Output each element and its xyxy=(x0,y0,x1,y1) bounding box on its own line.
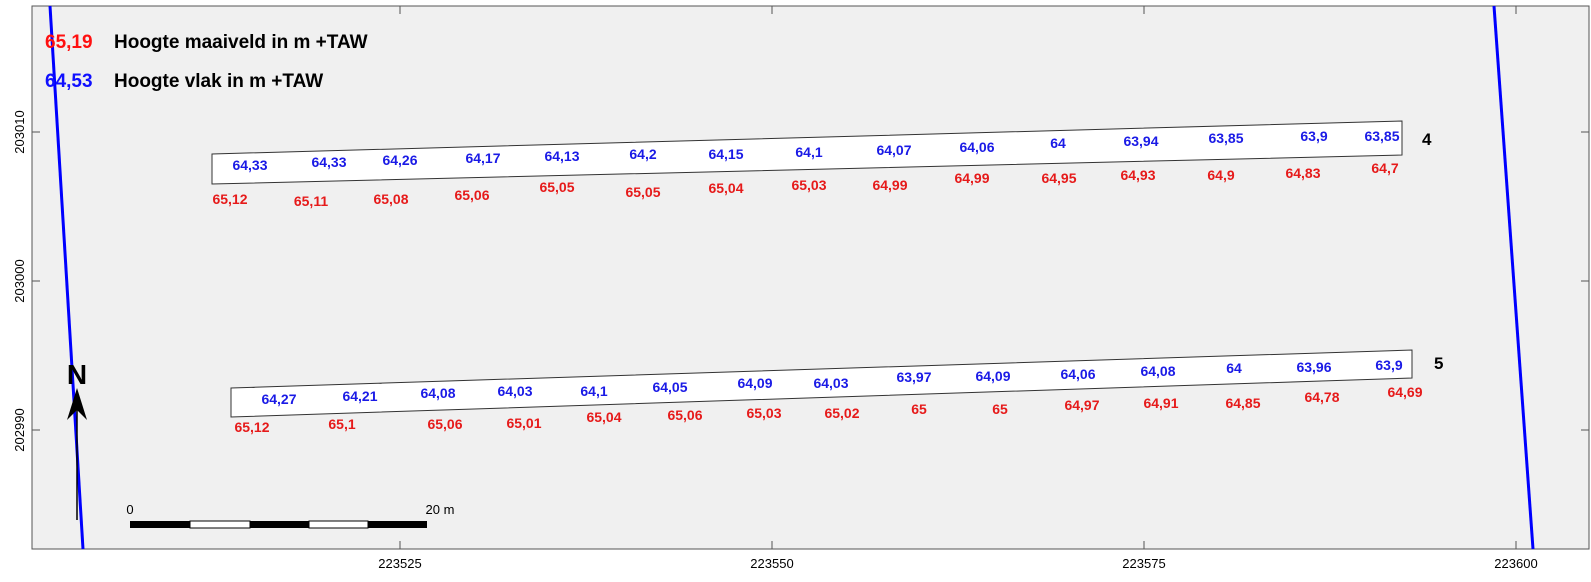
maaiveld-height-label: 64,99 xyxy=(954,170,989,186)
x-tick-label: 223600 xyxy=(1494,556,1537,571)
parcel-boundary-right xyxy=(1492,5,1535,550)
maaiveld-height-label: 64,85 xyxy=(1225,395,1260,411)
vlak-height-label: 64,27 xyxy=(261,391,296,407)
x-tick-label: 223550 xyxy=(750,556,793,571)
vlak-height-label: 63,9 xyxy=(1300,128,1327,144)
maaiveld-height-label: 64,99 xyxy=(872,177,907,193)
maaiveld-height-label: 65,03 xyxy=(746,405,781,421)
vlak-height-label: 64,08 xyxy=(1140,363,1175,379)
vlak-height-label: 64,1 xyxy=(795,144,822,160)
trench-outline-4 xyxy=(211,120,1403,185)
trench-id-5: 5 xyxy=(1434,354,1443,373)
vlak-height-label: 64,07 xyxy=(876,142,911,158)
vlak-height-label: 64,15 xyxy=(708,146,743,162)
maaiveld-height-label: 64,93 xyxy=(1120,167,1155,183)
maaiveld-height-label: 65,12 xyxy=(234,419,269,435)
elevation-labels: 64,33 64,33 64,26 64,17 64,13 64,2 64,15 64,1 64… xyxy=(212,128,1422,435)
vlak-height-label: 64,13 xyxy=(544,148,579,164)
vlak-height-label: 63,97 xyxy=(896,369,931,385)
maaiveld-height-label: 64,78 xyxy=(1304,389,1339,405)
y-tick-label: 203000 xyxy=(12,259,27,302)
vlak-height-label: 64,26 xyxy=(382,152,417,168)
y-tick-label: 203010 xyxy=(12,110,27,153)
maaiveld-height-label: 65,04 xyxy=(708,180,743,196)
vlak-height-label: 64,33 xyxy=(232,157,267,173)
legend-vlak-text: Hoogte vlak in m +TAW xyxy=(114,71,323,92)
map-frame xyxy=(31,5,1590,550)
vlak-height-label: 63,85 xyxy=(1364,128,1399,144)
trench-id-4: 4 xyxy=(1422,130,1432,149)
maaiveld-height-label: 64,95 xyxy=(1041,170,1076,186)
maaiveld-height-label: 65 xyxy=(992,401,1008,417)
vlak-height-label: 64,03 xyxy=(813,375,848,391)
maaiveld-height-label: 65,01 xyxy=(506,415,541,431)
maaiveld-height-label: 65,1 xyxy=(328,416,355,432)
maaiveld-height-label: 65,02 xyxy=(824,405,859,421)
maaiveld-height-label: 64,7 xyxy=(1371,160,1398,176)
vlak-height-label: 64 xyxy=(1226,360,1242,376)
vlak-height-label: 64,08 xyxy=(420,385,455,401)
vlak-height-label: 63,85 xyxy=(1208,130,1243,146)
vlak-height-label: 64,33 xyxy=(311,154,346,170)
vlak-height-label: 64,17 xyxy=(465,150,500,166)
vlak-height-label: 64,09 xyxy=(975,368,1010,384)
maaiveld-height-label: 65 xyxy=(911,401,927,417)
maaiveld-height-label: 65,06 xyxy=(667,407,702,423)
maaiveld-height-label: 64,97 xyxy=(1064,397,1099,413)
x-axis xyxy=(399,6,1517,549)
legend-maaiveld-value: 65,19 xyxy=(45,32,93,53)
scale-bar xyxy=(130,520,427,529)
maaiveld-height-label: 65,04 xyxy=(586,409,621,425)
maaiveld-height-label: 64,9 xyxy=(1207,167,1234,183)
scale-start-label: 0 xyxy=(126,502,133,517)
vlak-height-label: 64,06 xyxy=(1060,366,1095,382)
vlak-height-label: 63,94 xyxy=(1123,133,1158,149)
vlak-height-label: 64,03 xyxy=(497,383,532,399)
legend-maaiveld-text: Hoogte maaiveld in m +TAW xyxy=(114,32,368,53)
maaiveld-height-label: 65,05 xyxy=(539,179,574,195)
vlak-height-label: 64,05 xyxy=(652,379,687,395)
north-arrow-icon xyxy=(67,388,87,520)
vlak-height-label: 63,96 xyxy=(1296,359,1331,375)
vlak-height-label: 64,1 xyxy=(580,383,607,399)
vlak-height-label: 64,06 xyxy=(959,139,994,155)
vlak-height-label: 64,09 xyxy=(737,375,772,391)
vlak-height-label: 64,2 xyxy=(629,146,656,162)
x-tick-label: 223575 xyxy=(1122,556,1165,571)
vlak-height-label: 64,21 xyxy=(342,388,377,404)
maaiveld-height-label: 64,91 xyxy=(1143,395,1178,411)
trench-outline-5 xyxy=(230,349,1413,418)
maaiveld-height-label: 64,83 xyxy=(1285,165,1320,181)
maaiveld-height-label: 65,06 xyxy=(427,416,462,432)
maaiveld-height-label: 65,05 xyxy=(625,184,660,200)
maaiveld-height-label: 65,08 xyxy=(373,191,408,207)
legend-vlak-value: 64,53 xyxy=(45,71,93,92)
y-tick-label: 202990 xyxy=(12,408,27,451)
x-tick-label: 223525 xyxy=(378,556,421,571)
north-label: N xyxy=(67,359,87,390)
maaiveld-height-label: 65,06 xyxy=(454,187,489,203)
vlak-height-label: 64 xyxy=(1050,135,1066,151)
maaiveld-height-label: 65,11 xyxy=(294,193,328,209)
vlak-height-label: 63,9 xyxy=(1375,357,1402,373)
maaiveld-height-label: 65,03 xyxy=(791,177,826,193)
maaiveld-height-label: 65,12 xyxy=(212,191,247,207)
maaiveld-height-label: 64,69 xyxy=(1387,384,1422,400)
y-axis xyxy=(32,131,1589,431)
scale-end-label: 20 m xyxy=(426,502,455,517)
